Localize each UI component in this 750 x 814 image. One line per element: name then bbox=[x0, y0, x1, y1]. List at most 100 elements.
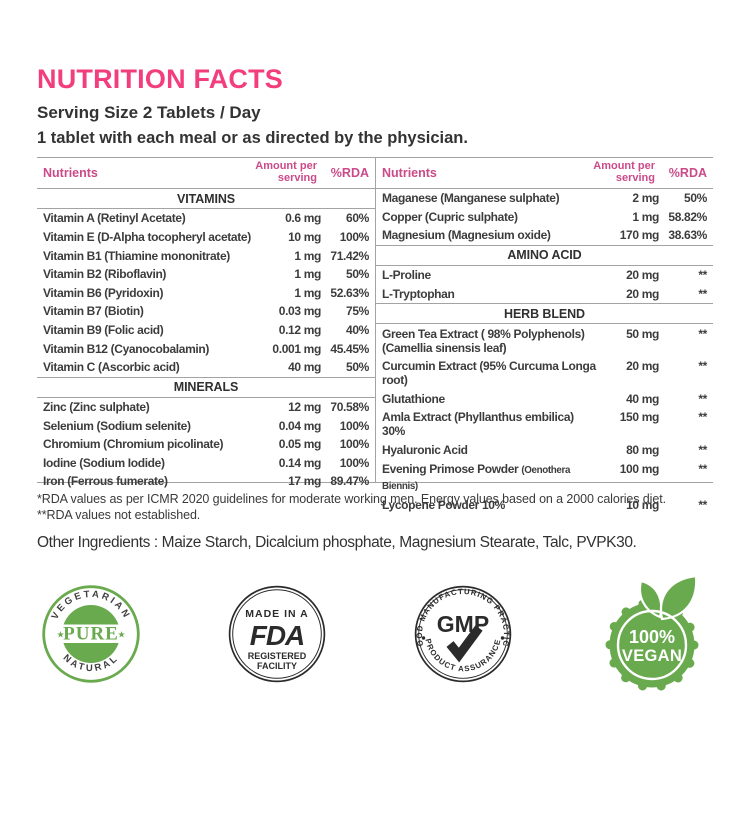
rda-cell: 50% bbox=[684, 191, 707, 206]
nutrient-row: Iodine (Sodium Iodide) 0.14 mg 100% bbox=[37, 454, 375, 473]
nutrient-name: L-Tryptophan bbox=[382, 286, 455, 301]
nutrition-label: NUTRITION FACTS Serving Size 2 Tablets /… bbox=[0, 64, 750, 814]
nutrient-row: Evening Primose Powder (Oenothera Bienni… bbox=[376, 459, 713, 496]
nutrient-row: Glutathione 40 mg ** bbox=[376, 390, 713, 409]
rda-cell: 70.58% bbox=[330, 400, 369, 415]
amount-cell: 20 mg bbox=[626, 268, 659, 283]
nutrient-name: Green Tea Extract ( 98% Polyphenols) (Cam… bbox=[382, 326, 585, 355]
section-header: HERB BLEND bbox=[376, 303, 713, 325]
badge-line2: VEGAN bbox=[622, 647, 682, 665]
nutrient-table-right: Nutrients Amount per serving %RDA Maganes… bbox=[375, 158, 713, 512]
col-header-amount: Amount per serving bbox=[255, 160, 317, 184]
nutrient-name: Hyaluronic Acid bbox=[382, 443, 468, 458]
amount-cell: 100 mg bbox=[619, 461, 660, 476]
rda-cell: ** bbox=[698, 268, 707, 283]
rda-cell: 60% bbox=[346, 211, 369, 226]
badge-inner-ring bbox=[616, 609, 688, 681]
serving-size: Serving Size 2 Tablets / Day bbox=[37, 103, 261, 122]
nutrient-row: Iron (Ferrous fumerate) 17 mg 89.47% bbox=[37, 472, 375, 491]
amount-cell: 1 mg bbox=[294, 248, 321, 263]
nutrient-table: Nutrients Amount per serving %RDA VITAMIN… bbox=[37, 157, 713, 512]
nutrient-row: Selenium (Sodium selenite) 0.04 mg 100% bbox=[37, 416, 375, 435]
nutrient-row: L-Proline 20 mg ** bbox=[376, 266, 713, 285]
badge-outer-ring bbox=[228, 585, 326, 683]
rda-cell: ** bbox=[698, 286, 707, 301]
nutrient-row: Copper (Cupric sulphate) 1 mg 58.82% bbox=[376, 208, 713, 227]
amount-cell: 150 mg bbox=[619, 410, 660, 425]
nutrient-name: Vitamin B2 (Riboflavin) bbox=[43, 267, 167, 282]
badge-bottom-text: FACILITY bbox=[257, 661, 297, 671]
nutrient-name: Zinc (Zinc sulphate) bbox=[43, 400, 150, 415]
amount-cell: 0.03 mg bbox=[278, 304, 322, 319]
rda-cell: 100% bbox=[339, 418, 370, 433]
amount-cell: 2 mg bbox=[632, 191, 659, 206]
rda-cell: 38.63% bbox=[668, 228, 707, 243]
col-header-rda: %RDA bbox=[668, 165, 707, 180]
amount-cell: 40 mg bbox=[626, 391, 659, 406]
nutrient-row: Vitamin B9 (Folic acid) 0.12 mg 40% bbox=[37, 321, 375, 340]
section-header: MINERALS bbox=[37, 376, 375, 398]
amount-cell: 20 mg bbox=[626, 359, 659, 374]
rda-cell: 45.45% bbox=[330, 341, 369, 356]
gmp-badge: GOOD MANUFACTURING PRACTICE GMP PRODUCT … bbox=[413, 584, 512, 683]
nutrient-row: Vitamin E (D-Alpha tocopheryl acetate) 1… bbox=[37, 228, 375, 247]
amount-cell: 0.6 mg bbox=[285, 211, 321, 226]
rda-cell: 75% bbox=[346, 304, 369, 319]
nutrient-row: Chromium (Chromium picolinate) 0.05 mg 1… bbox=[37, 435, 375, 454]
nutrient-row: Vitamin B2 (Riboflavin) 1 mg 50% bbox=[37, 265, 375, 284]
amount-cell: 40 mg bbox=[288, 360, 321, 375]
section-header: VITAMINS bbox=[37, 189, 375, 210]
badge-outer-ring bbox=[414, 585, 512, 683]
pure-vegetarian-badge: VEGETARIAN NATURAL ★ PURE ★ bbox=[42, 585, 140, 683]
amount-cell: 170 mg bbox=[619, 228, 660, 243]
nutrient-row: L-Tryptophan 20 mg ** bbox=[376, 285, 713, 304]
nutrient-name: Vitamin B7 (Biotin) bbox=[43, 304, 144, 319]
rda-footnote: *RDA values as per ICMR 2020 guidelines … bbox=[37, 492, 666, 506]
badge-center-text: PURE bbox=[63, 624, 119, 645]
rda-cell: 71.42% bbox=[330, 248, 369, 263]
rda-not-established-footnote: **RDA values not established. bbox=[37, 508, 201, 522]
rda-cell: 100% bbox=[339, 230, 370, 245]
nutrient-row: Vitamin B6 (Pyridoxin) 1 mg 52.63% bbox=[37, 284, 375, 303]
badge-bottom-text: REGISTERED bbox=[248, 651, 307, 661]
badge-dot bbox=[500, 636, 505, 640]
nutrient-row: Green Tea Extract ( 98% Polyphenols) (Cam… bbox=[376, 324, 713, 357]
amount-cell: 20 mg bbox=[626, 286, 659, 301]
table-body-right: Maganese (Manganese sulphate) 2 mg 50% C… bbox=[376, 189, 713, 515]
fda-facility-badge: MADE IN A FDA REGISTERED FACILITY bbox=[228, 585, 326, 683]
nutrient-name: Chromium (Chromium picolinate) bbox=[43, 437, 224, 452]
nutrient-name: Amla Extract (Phyllanthus embilica) 30% bbox=[382, 410, 574, 439]
usage-directions: 1 tablet with each meal or as directed b… bbox=[37, 129, 468, 147]
badge-line1: 100% bbox=[629, 627, 675, 647]
amount-cell: 0.14 mg bbox=[278, 455, 322, 470]
amount-cell: 0.05 mg bbox=[278, 437, 322, 452]
nutrient-name: Lycopene Powder 10% bbox=[382, 498, 505, 513]
leaf-icon bbox=[659, 574, 698, 621]
rda-cell: 50% bbox=[346, 360, 369, 375]
rda-cell: ** bbox=[698, 498, 707, 513]
col-header-nutrients: Nutrients bbox=[43, 165, 98, 180]
page-title: NUTRITION FACTS bbox=[37, 64, 283, 94]
nutrient-name: Curcumin Extract (95% Curcuma Longa root… bbox=[382, 359, 596, 388]
nutrient-name: Vitamin C (Ascorbic acid) bbox=[43, 360, 180, 375]
certification-badges: VEGETARIAN NATURAL ★ PURE ★ MADE IN A FD… bbox=[37, 573, 713, 695]
star-icon: ★ bbox=[117, 630, 125, 640]
rda-cell: ** bbox=[698, 443, 707, 458]
badge-band bbox=[54, 624, 128, 643]
amount-cell: 17 mg bbox=[288, 474, 321, 489]
nutrient-name: Vitamin B12 (Cyanocobalamin) bbox=[43, 341, 210, 356]
badge-center-text: GMP bbox=[437, 611, 489, 637]
fda-logo-text: FDA bbox=[250, 620, 305, 651]
nutrient-name: Evening Primose Powder (Oenothera Bienni… bbox=[382, 461, 571, 492]
footnotes: *RDA values as per ICMR 2020 guidelines … bbox=[37, 491, 713, 523]
rda-cell: 40% bbox=[346, 323, 369, 338]
amount-cell: 0.001 mg bbox=[272, 341, 321, 356]
col-header-nutrients: Nutrients bbox=[382, 165, 437, 180]
nutrient-table-left: Nutrients Amount per serving %RDA VITAMIN… bbox=[37, 158, 375, 488]
nutrient-row: Vitamin B1 (Thiamine mononitrate) 1 mg 7… bbox=[37, 246, 375, 265]
table-header-right: Nutrients Amount per serving %RDA bbox=[376, 158, 713, 189]
amount-cell: 0.12 mg bbox=[278, 323, 322, 338]
rda-cell: 52.63% bbox=[330, 285, 369, 300]
nutrient-name: Vitamin B1 (Thiamine mononitrate) bbox=[43, 248, 230, 263]
rda-cell: ** bbox=[698, 359, 707, 374]
